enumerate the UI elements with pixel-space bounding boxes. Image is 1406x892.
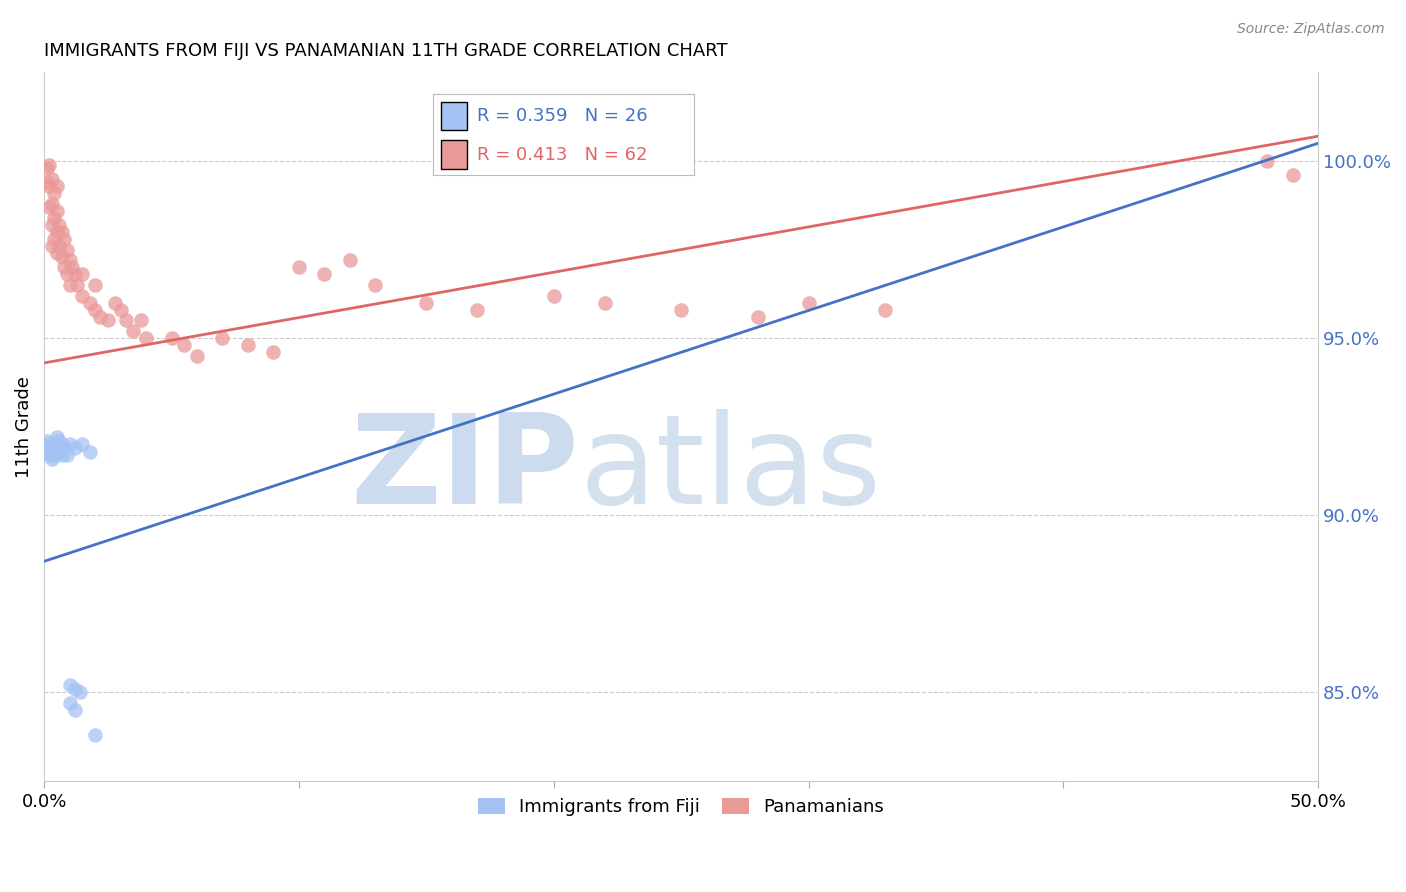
Text: atlas: atlas xyxy=(579,409,882,530)
Point xyxy=(72,288,94,302)
Point xyxy=(63,268,86,282)
Point xyxy=(79,295,101,310)
Point xyxy=(41,196,63,211)
Point xyxy=(45,178,67,193)
Point xyxy=(35,444,58,458)
Point xyxy=(1256,153,1278,168)
Point xyxy=(72,268,94,282)
Point xyxy=(129,313,152,327)
Point xyxy=(51,250,73,264)
Point xyxy=(69,685,91,699)
Point xyxy=(173,338,195,352)
Point xyxy=(35,175,58,189)
Point xyxy=(41,171,63,186)
Point xyxy=(114,313,136,327)
Y-axis label: 11th Grade: 11th Grade xyxy=(15,376,32,477)
Point xyxy=(53,260,76,275)
Point xyxy=(51,448,73,462)
Text: ZIP: ZIP xyxy=(350,409,579,530)
Text: Source: ZipAtlas.com: Source: ZipAtlas.com xyxy=(1237,22,1385,37)
Point xyxy=(465,302,488,317)
Point xyxy=(44,232,66,246)
Point xyxy=(41,441,63,455)
Point xyxy=(38,437,60,451)
Point xyxy=(53,441,76,455)
Point xyxy=(364,278,387,293)
Point xyxy=(58,278,80,293)
Point xyxy=(593,295,616,310)
Point xyxy=(44,186,66,200)
Point xyxy=(45,203,67,218)
Point xyxy=(669,302,692,317)
Point xyxy=(48,444,70,458)
Point xyxy=(97,313,120,327)
Point xyxy=(58,696,80,710)
Point xyxy=(45,444,67,458)
Point xyxy=(84,728,107,742)
Point xyxy=(89,310,111,324)
Point xyxy=(63,441,86,455)
Point xyxy=(58,678,80,692)
Point xyxy=(72,437,94,451)
Point xyxy=(339,253,361,268)
Point xyxy=(160,331,183,345)
Point xyxy=(38,178,60,193)
Point xyxy=(873,302,896,317)
Point xyxy=(41,239,63,253)
Point xyxy=(35,161,58,175)
Point xyxy=(44,448,66,462)
Point xyxy=(51,437,73,451)
Point xyxy=(415,295,437,310)
Point xyxy=(236,338,259,352)
Point xyxy=(135,331,157,345)
Point xyxy=(38,448,60,462)
Point xyxy=(48,434,70,448)
Point xyxy=(747,310,769,324)
Point xyxy=(45,246,67,260)
Point xyxy=(84,278,107,293)
Point xyxy=(56,448,79,462)
Point xyxy=(45,430,67,444)
Point xyxy=(48,239,70,253)
Point xyxy=(60,260,83,275)
Point xyxy=(41,218,63,232)
Point xyxy=(56,268,79,282)
Point xyxy=(288,260,311,275)
Point xyxy=(63,703,86,717)
Point xyxy=(58,437,80,451)
Point xyxy=(44,211,66,225)
Legend: Immigrants from Fiji, Panamanians: Immigrants from Fiji, Panamanians xyxy=(470,789,893,825)
Point xyxy=(84,302,107,317)
Point xyxy=(58,253,80,268)
Text: IMMIGRANTS FROM FIJI VS PANAMANIAN 11TH GRADE CORRELATION CHART: IMMIGRANTS FROM FIJI VS PANAMANIAN 11TH … xyxy=(44,42,728,60)
Point xyxy=(53,232,76,246)
Point xyxy=(63,681,86,696)
Point xyxy=(211,331,233,345)
Point xyxy=(122,324,145,338)
Point xyxy=(51,225,73,239)
Point xyxy=(79,444,101,458)
Point xyxy=(186,349,208,363)
Point xyxy=(1281,168,1303,182)
Point xyxy=(262,345,284,359)
Point xyxy=(66,278,89,293)
Point xyxy=(44,437,66,451)
Point xyxy=(314,268,336,282)
Point xyxy=(38,157,60,171)
Point xyxy=(41,451,63,466)
Point xyxy=(110,302,132,317)
Point xyxy=(38,200,60,214)
Point xyxy=(45,225,67,239)
Point xyxy=(797,295,820,310)
Point xyxy=(56,243,79,257)
Point xyxy=(35,434,58,448)
Point xyxy=(543,288,565,302)
Point xyxy=(48,218,70,232)
Point xyxy=(104,295,127,310)
